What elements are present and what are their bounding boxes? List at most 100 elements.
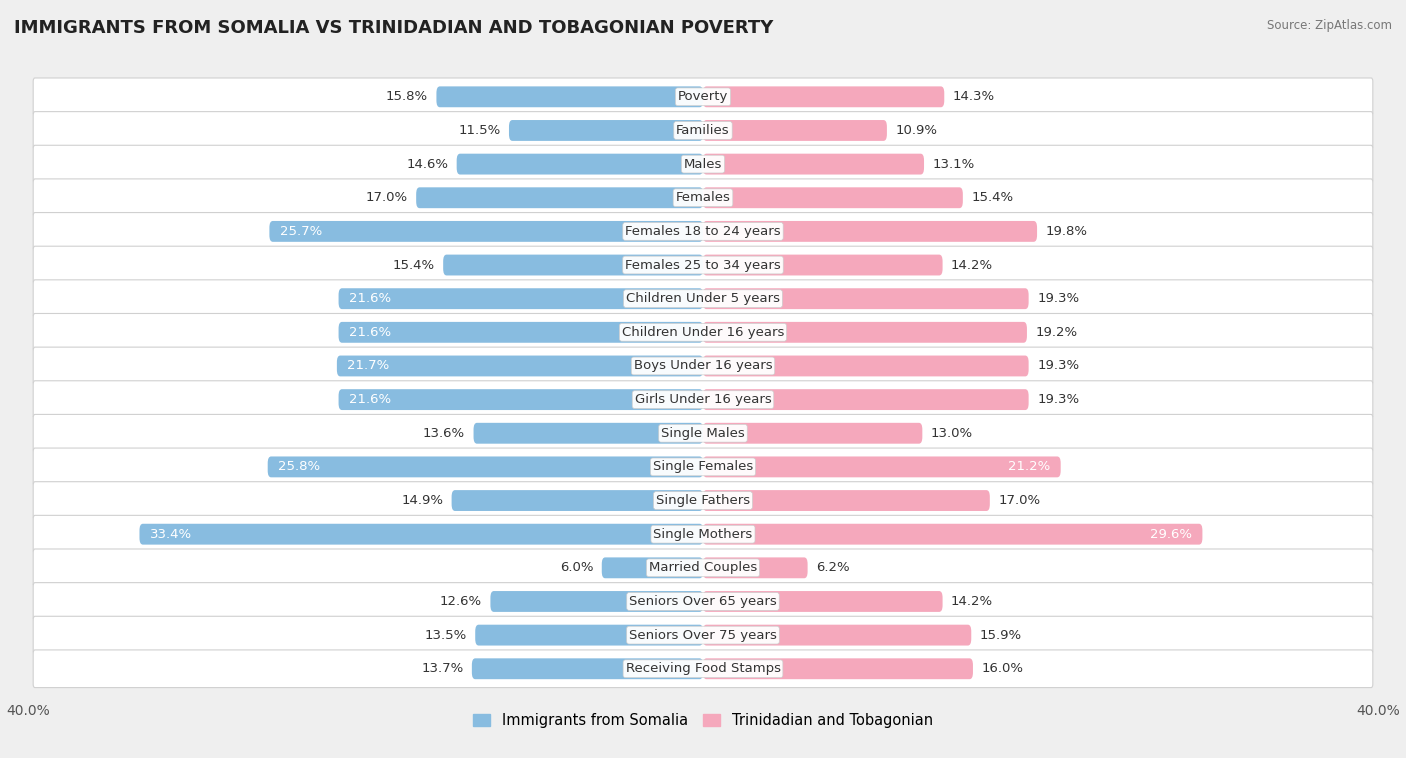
Text: 15.9%: 15.9% xyxy=(980,628,1022,641)
Text: 15.4%: 15.4% xyxy=(392,258,434,271)
FancyBboxPatch shape xyxy=(339,322,703,343)
FancyBboxPatch shape xyxy=(337,356,703,377)
Text: IMMIGRANTS FROM SOMALIA VS TRINIDADIAN AND TOBAGONIAN POVERTY: IMMIGRANTS FROM SOMALIA VS TRINIDADIAN A… xyxy=(14,19,773,37)
FancyBboxPatch shape xyxy=(703,389,1029,410)
Text: 16.0%: 16.0% xyxy=(981,662,1024,675)
Text: 17.0%: 17.0% xyxy=(998,494,1040,507)
Text: 19.3%: 19.3% xyxy=(1038,359,1080,372)
FancyBboxPatch shape xyxy=(703,154,924,174)
FancyBboxPatch shape xyxy=(703,356,1029,377)
FancyBboxPatch shape xyxy=(703,625,972,646)
Text: 14.2%: 14.2% xyxy=(950,258,993,271)
Text: 17.0%: 17.0% xyxy=(366,191,408,204)
Text: 19.8%: 19.8% xyxy=(1046,225,1087,238)
Text: 21.6%: 21.6% xyxy=(349,326,391,339)
FancyBboxPatch shape xyxy=(34,146,1372,183)
Text: 14.3%: 14.3% xyxy=(953,90,995,103)
Text: Single Females: Single Females xyxy=(652,460,754,474)
FancyBboxPatch shape xyxy=(34,415,1372,452)
FancyBboxPatch shape xyxy=(703,86,945,107)
FancyBboxPatch shape xyxy=(34,549,1372,587)
FancyBboxPatch shape xyxy=(474,423,703,443)
FancyBboxPatch shape xyxy=(34,212,1372,250)
Text: 15.8%: 15.8% xyxy=(385,90,427,103)
Text: 19.3%: 19.3% xyxy=(1038,393,1080,406)
Text: 15.4%: 15.4% xyxy=(972,191,1014,204)
FancyBboxPatch shape xyxy=(703,322,1026,343)
FancyBboxPatch shape xyxy=(703,659,973,679)
Text: 21.7%: 21.7% xyxy=(347,359,389,372)
FancyBboxPatch shape xyxy=(34,314,1372,351)
Text: 25.7%: 25.7% xyxy=(280,225,322,238)
FancyBboxPatch shape xyxy=(34,78,1372,116)
Text: 25.8%: 25.8% xyxy=(278,460,321,474)
Text: Females 18 to 24 years: Females 18 to 24 years xyxy=(626,225,780,238)
FancyBboxPatch shape xyxy=(34,111,1372,149)
FancyBboxPatch shape xyxy=(703,255,942,275)
Text: Females: Females xyxy=(675,191,731,204)
FancyBboxPatch shape xyxy=(472,659,703,679)
FancyBboxPatch shape xyxy=(703,557,807,578)
FancyBboxPatch shape xyxy=(602,557,703,578)
Text: 6.2%: 6.2% xyxy=(815,562,849,575)
FancyBboxPatch shape xyxy=(703,187,963,208)
FancyBboxPatch shape xyxy=(339,288,703,309)
FancyBboxPatch shape xyxy=(34,246,1372,284)
Text: Single Males: Single Males xyxy=(661,427,745,440)
Text: Seniors Over 75 years: Seniors Over 75 years xyxy=(628,628,778,641)
Text: 12.6%: 12.6% xyxy=(440,595,482,608)
Text: Seniors Over 65 years: Seniors Over 65 years xyxy=(628,595,778,608)
FancyBboxPatch shape xyxy=(34,347,1372,385)
Text: Married Couples: Married Couples xyxy=(650,562,756,575)
Text: 19.2%: 19.2% xyxy=(1035,326,1077,339)
FancyBboxPatch shape xyxy=(34,179,1372,217)
FancyBboxPatch shape xyxy=(703,221,1038,242)
FancyBboxPatch shape xyxy=(703,591,942,612)
FancyBboxPatch shape xyxy=(703,423,922,443)
Text: 21.6%: 21.6% xyxy=(349,393,391,406)
FancyBboxPatch shape xyxy=(703,490,990,511)
FancyBboxPatch shape xyxy=(457,154,703,174)
FancyBboxPatch shape xyxy=(443,255,703,275)
FancyBboxPatch shape xyxy=(34,583,1372,620)
Text: 13.5%: 13.5% xyxy=(425,628,467,641)
FancyBboxPatch shape xyxy=(703,456,1060,478)
FancyBboxPatch shape xyxy=(34,381,1372,418)
Text: Source: ZipAtlas.com: Source: ZipAtlas.com xyxy=(1267,19,1392,32)
Legend: Immigrants from Somalia, Trinidadian and Tobagonian: Immigrants from Somalia, Trinidadian and… xyxy=(467,707,939,734)
Text: Girls Under 16 years: Girls Under 16 years xyxy=(634,393,772,406)
FancyBboxPatch shape xyxy=(339,389,703,410)
Text: Males: Males xyxy=(683,158,723,171)
FancyBboxPatch shape xyxy=(703,288,1029,309)
Text: 13.0%: 13.0% xyxy=(931,427,973,440)
FancyBboxPatch shape xyxy=(475,625,703,646)
Text: Families: Families xyxy=(676,124,730,137)
Text: 11.5%: 11.5% xyxy=(458,124,501,137)
FancyBboxPatch shape xyxy=(139,524,703,544)
Text: 13.7%: 13.7% xyxy=(422,662,464,675)
Text: 14.9%: 14.9% xyxy=(401,494,443,507)
Text: Children Under 16 years: Children Under 16 years xyxy=(621,326,785,339)
Text: 6.0%: 6.0% xyxy=(560,562,593,575)
Text: Children Under 5 years: Children Under 5 years xyxy=(626,292,780,305)
FancyBboxPatch shape xyxy=(34,280,1372,318)
FancyBboxPatch shape xyxy=(267,456,703,478)
FancyBboxPatch shape xyxy=(34,650,1372,688)
FancyBboxPatch shape xyxy=(436,86,703,107)
Text: 13.6%: 13.6% xyxy=(423,427,465,440)
Text: 21.2%: 21.2% xyxy=(1008,460,1050,474)
Text: Females 25 to 34 years: Females 25 to 34 years xyxy=(626,258,780,271)
Text: Single Fathers: Single Fathers xyxy=(657,494,749,507)
FancyBboxPatch shape xyxy=(703,524,1202,544)
FancyBboxPatch shape xyxy=(34,481,1372,519)
Text: Boys Under 16 years: Boys Under 16 years xyxy=(634,359,772,372)
FancyBboxPatch shape xyxy=(34,616,1372,654)
FancyBboxPatch shape xyxy=(34,515,1372,553)
FancyBboxPatch shape xyxy=(416,187,703,208)
FancyBboxPatch shape xyxy=(491,591,703,612)
Text: 13.1%: 13.1% xyxy=(932,158,974,171)
Text: 19.3%: 19.3% xyxy=(1038,292,1080,305)
Text: 21.6%: 21.6% xyxy=(349,292,391,305)
Text: 14.2%: 14.2% xyxy=(950,595,993,608)
Text: 33.4%: 33.4% xyxy=(149,528,191,540)
